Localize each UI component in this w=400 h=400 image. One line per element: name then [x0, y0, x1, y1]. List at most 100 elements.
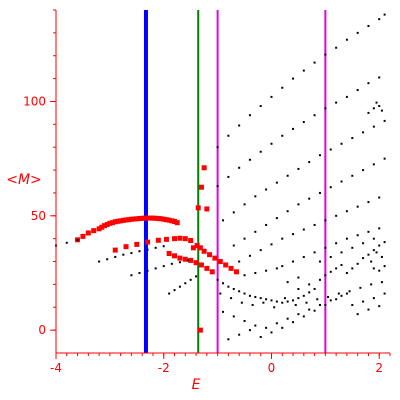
data-point	[216, 278, 219, 281]
x-tick-label: 2	[375, 361, 383, 375]
data-point	[138, 271, 141, 274]
data-point	[262, 301, 265, 304]
data-point	[329, 186, 332, 189]
data-point	[155, 237, 161, 243]
data-point	[238, 124, 241, 127]
data-point	[292, 321, 295, 324]
data-point	[286, 281, 289, 284]
data-point	[243, 292, 246, 295]
data-point	[107, 220, 113, 226]
y-tick-label: 0	[38, 323, 46, 337]
data-point	[370, 260, 373, 263]
data-point	[126, 217, 132, 223]
data-point	[265, 298, 268, 301]
data-point	[170, 262, 173, 265]
data-point	[372, 297, 375, 300]
data-point	[238, 290, 241, 293]
data-point	[162, 265, 165, 268]
data-point	[324, 219, 327, 222]
data-point	[351, 174, 354, 177]
y-axis-title: <M>	[6, 172, 42, 188]
data-point	[302, 69, 305, 72]
data-point	[324, 246, 327, 249]
data-point	[134, 216, 140, 222]
data-point	[308, 161, 311, 164]
data-point	[372, 249, 375, 252]
data-point	[232, 211, 235, 214]
data-point	[281, 326, 284, 329]
data-point	[193, 260, 199, 266]
data-point	[194, 243, 200, 249]
data-point	[178, 285, 181, 288]
data-point	[166, 251, 172, 257]
y-tick-label: 100	[23, 94, 46, 108]
data-point	[313, 309, 316, 312]
data-point	[104, 221, 110, 227]
data-point	[362, 131, 365, 134]
data-point	[356, 89, 359, 92]
data-point	[372, 163, 375, 166]
data-point	[138, 250, 141, 253]
data-point	[356, 205, 359, 208]
data-point	[372, 267, 375, 270]
data-point	[275, 267, 278, 270]
data-point	[378, 18, 381, 21]
data-point	[65, 241, 68, 244]
data-point	[302, 228, 305, 231]
data-point	[146, 269, 149, 272]
data-point	[216, 146, 219, 149]
data-point	[329, 270, 332, 273]
data-point	[228, 265, 234, 271]
data-point	[308, 291, 311, 294]
x-tick-label: -2	[158, 361, 170, 375]
data-point	[270, 299, 273, 302]
data-point	[114, 255, 117, 258]
data-point	[219, 292, 222, 295]
data-point	[173, 289, 176, 292]
data-point	[378, 269, 381, 272]
data-point	[188, 237, 194, 243]
data-point	[198, 184, 204, 190]
data-point	[195, 205, 201, 211]
data-point	[204, 206, 210, 212]
data-point	[270, 142, 273, 145]
data-point	[198, 262, 204, 268]
data-point	[275, 217, 278, 220]
data-point	[270, 95, 273, 98]
data-point	[318, 154, 321, 157]
data-point	[329, 299, 332, 302]
data-point	[345, 210, 348, 213]
data-point	[370, 283, 373, 286]
data-point	[227, 175, 230, 178]
data-point	[367, 253, 370, 256]
data-point	[383, 265, 386, 268]
data-point	[378, 76, 381, 79]
data-point	[188, 257, 194, 263]
data-point	[197, 245, 203, 251]
data-point	[297, 313, 300, 316]
data-point	[248, 158, 251, 161]
data-point	[337, 292, 340, 295]
data-point	[212, 255, 218, 261]
data-point	[145, 239, 151, 245]
data-point	[232, 287, 235, 290]
data-point	[232, 244, 235, 247]
data-point	[182, 236, 188, 242]
data-point	[367, 230, 370, 233]
data-point	[340, 180, 343, 183]
data-point	[112, 247, 118, 253]
data-point	[222, 310, 224, 313]
data-point	[383, 13, 386, 16]
data-point	[248, 294, 251, 297]
data-point	[106, 258, 109, 261]
data-point	[351, 267, 354, 270]
data-point	[302, 255, 305, 258]
data-point	[174, 220, 180, 226]
data-point	[383, 119, 386, 122]
data-point	[324, 274, 327, 277]
data-point	[324, 303, 327, 306]
data-point	[238, 260, 241, 263]
data-point	[222, 219, 224, 222]
data-point	[243, 203, 246, 206]
